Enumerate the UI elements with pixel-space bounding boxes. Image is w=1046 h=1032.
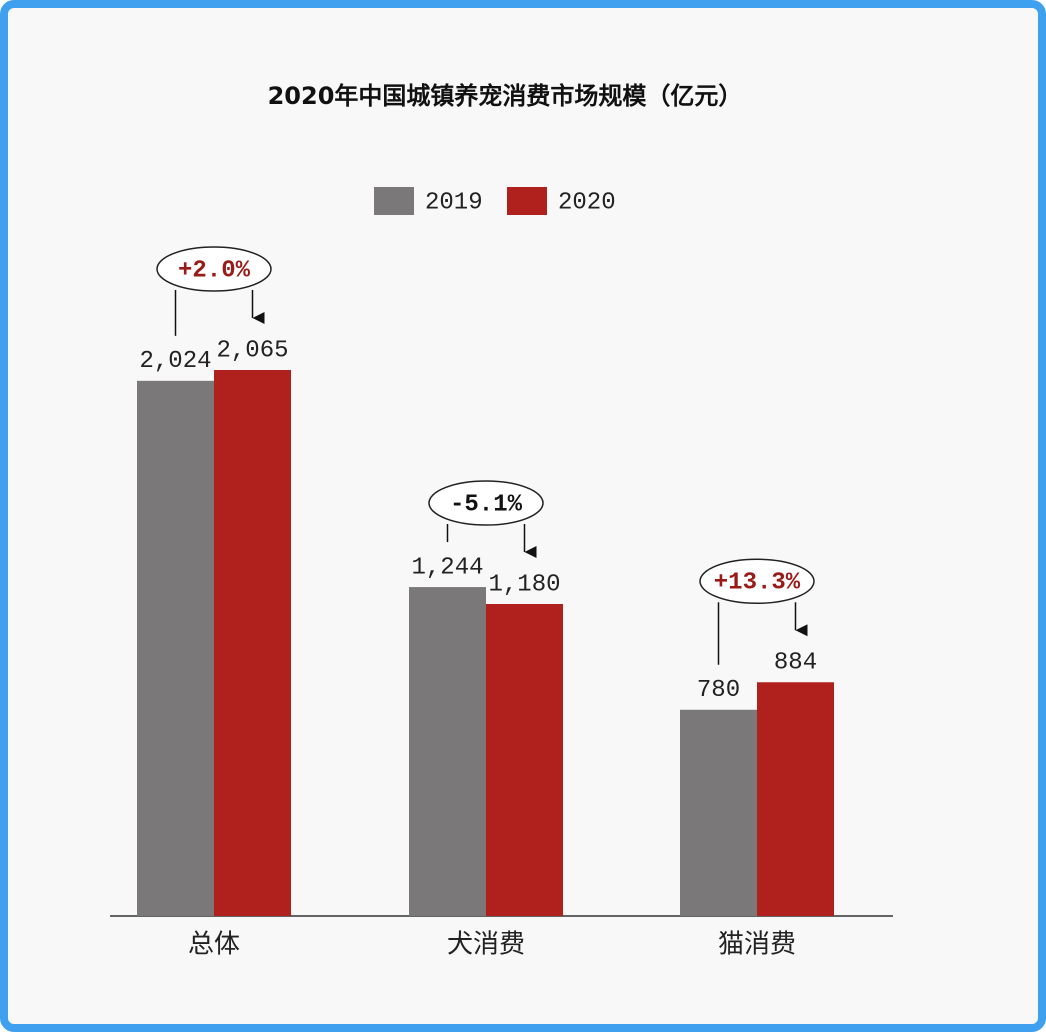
legend-swatch	[507, 187, 547, 215]
bar	[486, 604, 563, 916]
bar	[137, 380, 214, 916]
value-label: 1,180	[488, 571, 560, 598]
annotation-ellipse	[428, 480, 544, 526]
value-label: 2,024	[139, 348, 211, 375]
annotation: +13.3%	[714, 570, 801, 597]
value-label: 884	[774, 650, 817, 677]
legend-label: 2020	[558, 189, 616, 216]
legend-label: 2019	[425, 189, 483, 216]
x-tick-label: 猫消费	[718, 930, 796, 960]
value-label: 780	[697, 677, 740, 704]
chart-title: 2020年中国城镇养宠消费市场规模（亿元）	[268, 82, 743, 110]
x-tick-label: 犬消费	[447, 930, 525, 960]
annotation: +2.0%	[178, 257, 251, 284]
annotation: -5.1%	[450, 491, 523, 518]
bar	[757, 682, 834, 916]
bar	[409, 587, 486, 916]
annotation-ellipse	[699, 558, 815, 605]
annotation-ellipse	[156, 246, 272, 292]
bar	[680, 709, 757, 916]
bar	[214, 370, 291, 916]
value-label: 2,065	[216, 337, 288, 364]
x-tick-label: 总体	[188, 930, 240, 960]
value-label: 1,244	[411, 554, 483, 581]
legend-swatch	[374, 187, 414, 215]
